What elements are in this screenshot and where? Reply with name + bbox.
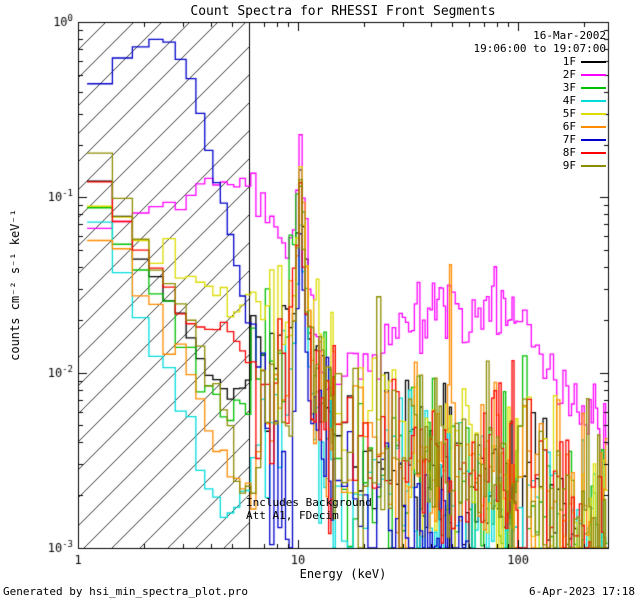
annotation-attenuator: Att A1, FDecim: [246, 509, 339, 522]
legend-color-dash: [581, 99, 606, 102]
legend-color-dash: [581, 164, 606, 167]
chart-title: Count Spectra for RHESSI Front Segments: [190, 4, 496, 19]
legend-item-8F: 8F: [563, 146, 606, 159]
footer-generated-by: Generated by hsi_min_spectra_plot.pro: [3, 585, 249, 598]
annotation-includes-background: Includes Background: [246, 496, 372, 509]
legend-item-9F: 9F: [563, 159, 606, 172]
plot-annotations: Includes Background Att A1, FDecim: [246, 496, 372, 522]
legend-color-dash: [581, 112, 606, 115]
legend-label: 1F: [562, 55, 576, 68]
legend-label: 9F: [562, 159, 576, 172]
legend-label: 5F: [562, 107, 576, 120]
legend-item-5F: 5F: [563, 107, 606, 120]
legend-label: 7F: [562, 133, 576, 146]
legend-item-2F: 2F: [563, 68, 606, 81]
legend-label: 8F: [562, 146, 576, 159]
legend: 16-Mar-2002 19:06:00 to 19:07:00 1F 2F 3F 4…: [474, 29, 606, 172]
legend-item-4F: 4F: [563, 94, 606, 107]
legend-time-range: 19:06:00 to 19:07:00: [473, 42, 606, 55]
legend-label: 3F: [562, 81, 576, 94]
legend-item-3F: 3F: [563, 81, 606, 94]
legend-item-1F: 1F: [563, 55, 606, 68]
legend-date: 16-Mar-2002: [533, 29, 606, 42]
legend-item-7F: 7F: [563, 133, 606, 146]
legend-label: 2F: [562, 68, 576, 81]
footer-timestamp: 6-Apr-2023 17:18: [529, 585, 635, 598]
legend-color-dash: [581, 125, 606, 128]
legend-entries: 1F 2F 3F 4F 5F 6F 7F 8F 9F: [563, 55, 606, 172]
legend-color-dash: [581, 86, 606, 89]
y-axis-label: counts cm⁻² s⁻¹ keV⁻¹: [8, 209, 22, 361]
legend-color-dash: [581, 151, 606, 154]
legend-item-6F: 6F: [563, 120, 606, 133]
legend-label: 6F: [562, 120, 576, 133]
legend-color-dash: [581, 73, 606, 76]
legend-color-dash: [581, 60, 606, 63]
legend-color-dash: [581, 138, 606, 141]
x-axis-label: Energy (keV): [299, 567, 387, 581]
legend-label: 4F: [562, 94, 576, 107]
